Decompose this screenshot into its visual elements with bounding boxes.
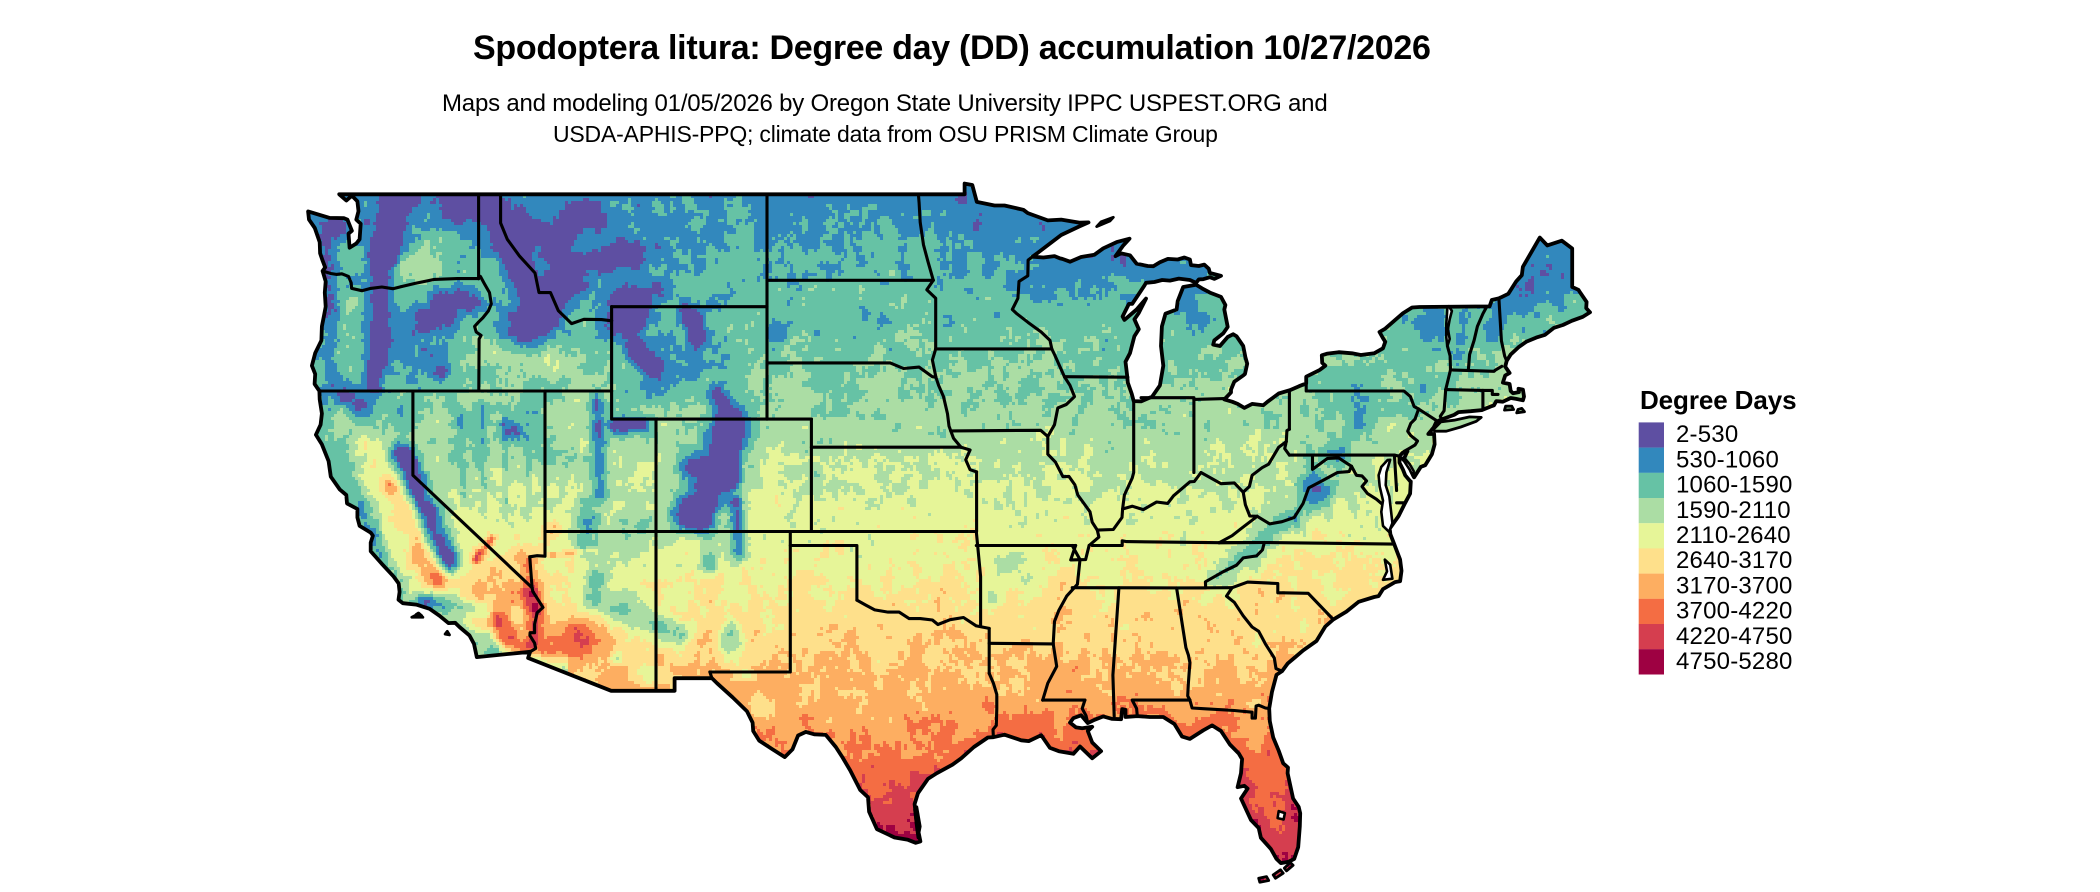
svg-text:Maps and modeling 01/05/2026 b: Maps and modeling 01/05/2026 by Oregon S… (442, 90, 1327, 117)
svg-text:1060-1590: 1060-1590 (1676, 472, 1793, 499)
svg-text:4750-5280: 4750-5280 (1676, 648, 1793, 675)
svg-text:2-530: 2-530 (1676, 421, 1738, 448)
svg-text:Degree Days: Degree Days (1640, 385, 1796, 415)
svg-text:4220-4750: 4220-4750 (1676, 623, 1793, 650)
svg-text:2110-2640: 2110-2640 (1676, 522, 1791, 549)
svg-text:3170-3700: 3170-3700 (1676, 572, 1793, 599)
svg-text:1590-2110: 1590-2110 (1676, 497, 1791, 524)
svg-text:3700-4220: 3700-4220 (1676, 598, 1793, 625)
svg-text:2640-3170: 2640-3170 (1676, 547, 1793, 574)
svg-text:530-1060: 530-1060 (1676, 446, 1779, 473)
svg-text:USDA-APHIS-PPQ; climate data f: USDA-APHIS-PPQ; climate data from OSU PR… (553, 121, 1218, 147)
svg-text:Spodoptera litura: Degree day: Spodoptera litura: Degree day (DD) accum… (473, 29, 1431, 67)
